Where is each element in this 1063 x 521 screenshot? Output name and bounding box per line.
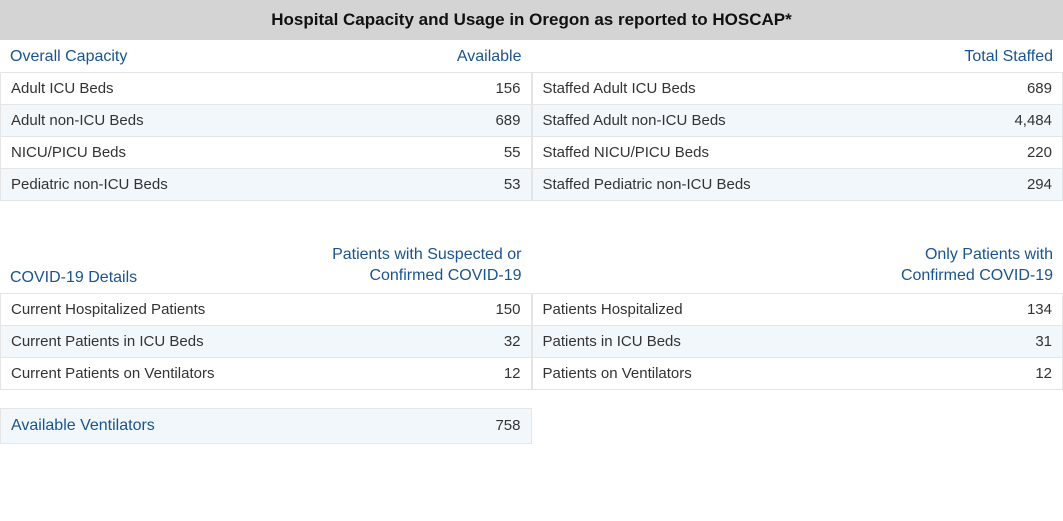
header-only-confirmed: Only Patients with Confirmed COVID-19 (853, 245, 1053, 287)
row-value: 689 (1027, 80, 1052, 97)
row-value: 134 (1027, 301, 1052, 318)
row-label: Patients in ICU Beds (543, 333, 681, 350)
row-value: 12 (504, 365, 521, 382)
ventilators-value: 758 (495, 417, 520, 435)
covid-left-header: COVID-19 Details Patients with Suspected… (0, 237, 532, 293)
row-value: 12 (1035, 365, 1052, 382)
row-label: Patients Hospitalized (543, 301, 683, 318)
row-label: Current Hospitalized Patients (11, 301, 205, 318)
table-row: Adult ICU Beds 156 (0, 72, 532, 105)
header-total-staffed: Total Staffed (964, 48, 1053, 66)
row-value: 220 (1027, 144, 1052, 161)
row-label: Pediatric non-ICU Beds (11, 176, 168, 193)
row-value: 156 (495, 80, 520, 97)
ventilators-label: Available Ventilators (11, 417, 155, 435)
page-title: Hospital Capacity and Usage in Oregon as… (0, 0, 1063, 40)
row-label: Current Patients in ICU Beds (11, 333, 204, 350)
header-suspected-confirmed: Patients with Suspected or Confirmed COV… (322, 245, 522, 287)
table-row: Staffed Pediatric non-ICU Beds 294 (532, 169, 1063, 201)
row-value: 53 (504, 176, 521, 193)
header-available: Available (457, 48, 522, 66)
table-row: Staffed Adult ICU Beds 689 (532, 72, 1063, 105)
row-label: Staffed Adult ICU Beds (543, 80, 696, 97)
ventilators-row: Available Ventilators 758 (0, 408, 532, 444)
row-value: 31 (1035, 333, 1052, 350)
row-label: Adult non-ICU Beds (11, 112, 144, 129)
capacity-left-header: Overall Capacity Available (0, 40, 532, 72)
row-value: 32 (504, 333, 521, 350)
ventilators-block: Available Ventilators 758 (0, 408, 532, 444)
header-covid-details: COVID-19 Details (10, 269, 137, 287)
covid-right: Only Patients with Confirmed COVID-19 Pa… (532, 237, 1063, 390)
table-row: Current Hospitalized Patients 150 (0, 293, 532, 326)
row-label: Current Patients on Ventilators (11, 365, 214, 382)
covid-section: COVID-19 Details Patients with Suspected… (0, 237, 1063, 390)
row-label: Staffed NICU/PICU Beds (543, 144, 709, 161)
capacity-left: Overall Capacity Available Adult ICU Bed… (0, 40, 532, 201)
row-label: Staffed Adult non-ICU Beds (543, 112, 726, 129)
table-row: Patients Hospitalized 134 (532, 293, 1063, 326)
table-row: Patients in ICU Beds 31 (532, 326, 1063, 358)
row-value: 689 (495, 112, 520, 129)
table-row: Pediatric non-ICU Beds 53 (0, 169, 532, 201)
row-label: NICU/PICU Beds (11, 144, 126, 161)
header-overall-capacity: Overall Capacity (10, 48, 127, 66)
row-label: Patients on Ventilators (543, 365, 692, 382)
row-value: 55 (504, 144, 521, 161)
table-row: NICU/PICU Beds 55 (0, 137, 532, 169)
table-row: Current Patients in ICU Beds 32 (0, 326, 532, 358)
covid-right-header: Only Patients with Confirmed COVID-19 (532, 237, 1063, 293)
table-row: Staffed Adult non-ICU Beds 4,484 (532, 105, 1063, 137)
row-label: Adult ICU Beds (11, 80, 114, 97)
capacity-section: Overall Capacity Available Adult ICU Bed… (0, 40, 1063, 201)
table-row: Current Patients on Ventilators 12 (0, 358, 532, 390)
table-row: Adult non-ICU Beds 689 (0, 105, 532, 137)
capacity-right-header: Total Staffed (532, 40, 1063, 72)
capacity-right: Total Staffed Staffed Adult ICU Beds 689… (532, 40, 1063, 201)
covid-left: COVID-19 Details Patients with Suspected… (0, 237, 532, 390)
row-value: 4,484 (1014, 112, 1052, 129)
row-label: Staffed Pediatric non-ICU Beds (543, 176, 751, 193)
row-value: 294 (1027, 176, 1052, 193)
table-row: Staffed NICU/PICU Beds 220 (532, 137, 1063, 169)
table-row: Patients on Ventilators 12 (532, 358, 1063, 390)
row-value: 150 (495, 301, 520, 318)
